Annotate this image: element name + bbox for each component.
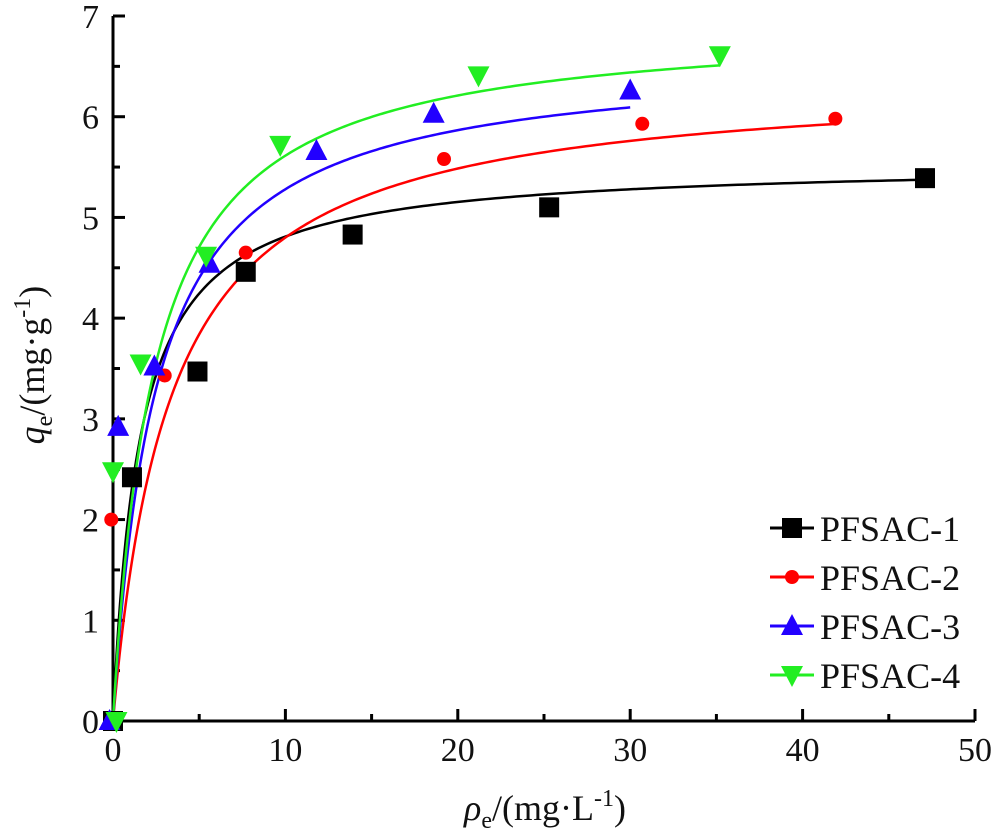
legend-marker bbox=[781, 666, 803, 687]
data-point-pfsac-4 bbox=[129, 354, 152, 376]
x-tick-label: 40 bbox=[786, 732, 820, 769]
legend-marker bbox=[785, 570, 799, 584]
data-point-pfsac-1 bbox=[539, 197, 560, 218]
y-axis-label: qe/(mg·g-1) bbox=[10, 286, 58, 445]
data-point-pfsac-3 bbox=[422, 101, 445, 123]
data-point-pfsac-2 bbox=[104, 512, 119, 527]
y-tick-label: 7 bbox=[82, 0, 99, 36]
fit-curves bbox=[111, 64, 926, 722]
x-tick-label: 20 bbox=[441, 732, 475, 769]
y-axis-symbol: q bbox=[12, 426, 52, 444]
data-point-pfsac-4 bbox=[105, 712, 128, 733]
x-axis-symbol: ρ bbox=[463, 788, 481, 828]
data-point-pfsac-1 bbox=[342, 224, 363, 245]
y-axis-unit-pre: /(mg·g bbox=[12, 318, 52, 416]
x-tick-label: 10 bbox=[268, 732, 302, 769]
data-points bbox=[98, 46, 936, 733]
data-point-pfsac-3 bbox=[107, 414, 130, 436]
data-point-pfsac-2 bbox=[238, 245, 253, 260]
fit-curve-pfsac-3 bbox=[111, 106, 631, 722]
data-point-pfsac-4 bbox=[269, 135, 292, 157]
fit-curve-pfsac-4 bbox=[111, 64, 720, 722]
x-axis-subscript: e bbox=[481, 808, 492, 833]
legend-label: PFSAC-1 bbox=[820, 509, 960, 549]
x-tick-label: 0 bbox=[105, 732, 122, 769]
legend: PFSAC-1 PFSAC-2 PFSAC-3 PFSAC-4 bbox=[770, 509, 960, 696]
data-point-pfsac-2 bbox=[437, 152, 452, 167]
x-tick-label: 50 bbox=[958, 732, 992, 769]
data-point-pfsac-2 bbox=[635, 116, 650, 131]
x-tick-label: 30 bbox=[613, 732, 647, 769]
x-axis-label: ρe/(mg·L-1) bbox=[463, 786, 626, 833]
legend-marker bbox=[782, 518, 802, 538]
data-point-pfsac-1 bbox=[187, 361, 208, 382]
data-point-pfsac-1 bbox=[915, 168, 936, 189]
x-axis-unit-post: ) bbox=[614, 788, 626, 828]
y-tick-label: 1 bbox=[82, 603, 99, 640]
data-point-pfsac-1 bbox=[121, 467, 142, 488]
fit-curve-pfsac-2 bbox=[111, 122, 836, 722]
y-tick-label: 6 bbox=[82, 100, 99, 137]
data-point-pfsac-3 bbox=[198, 251, 221, 273]
legend-label: PFSAC-3 bbox=[820, 607, 960, 647]
data-point-pfsac-4 bbox=[195, 246, 218, 268]
y-axis-superscript: -1 bbox=[10, 298, 36, 318]
legend-label: PFSAC-4 bbox=[820, 656, 960, 696]
y-axis-subscript: e bbox=[32, 416, 58, 427]
x-axis-superscript: -1 bbox=[594, 786, 614, 812]
data-point-pfsac-4 bbox=[467, 66, 490, 88]
y-tick-label: 0 bbox=[82, 704, 99, 741]
data-point-pfsac-1 bbox=[235, 261, 256, 282]
legend-marker bbox=[781, 614, 803, 635]
data-point-pfsac-4 bbox=[708, 46, 731, 68]
data-point-pfsac-2 bbox=[828, 111, 843, 126]
legend-label: PFSAC-2 bbox=[820, 558, 960, 598]
data-point-pfsac-3 bbox=[305, 138, 328, 160]
data-point-pfsac-3 bbox=[143, 354, 166, 376]
data-point-pfsac-3 bbox=[619, 78, 642, 100]
y-tick-label: 5 bbox=[82, 200, 99, 237]
y-axis-unit-post: ) bbox=[12, 286, 52, 298]
y-tick-label: 4 bbox=[82, 301, 99, 338]
data-point-pfsac-4 bbox=[102, 462, 124, 484]
tick-marks: 0 10 20 30 40 50 0 1 2 3 4 5 6 7 bbox=[82, 0, 992, 769]
y-tick-label: 2 bbox=[82, 503, 99, 540]
fit-curve-pfsac-1 bbox=[111, 178, 926, 722]
x-axis-unit-pre: /(mg·L bbox=[492, 788, 594, 828]
y-tick-label: 3 bbox=[82, 402, 99, 439]
